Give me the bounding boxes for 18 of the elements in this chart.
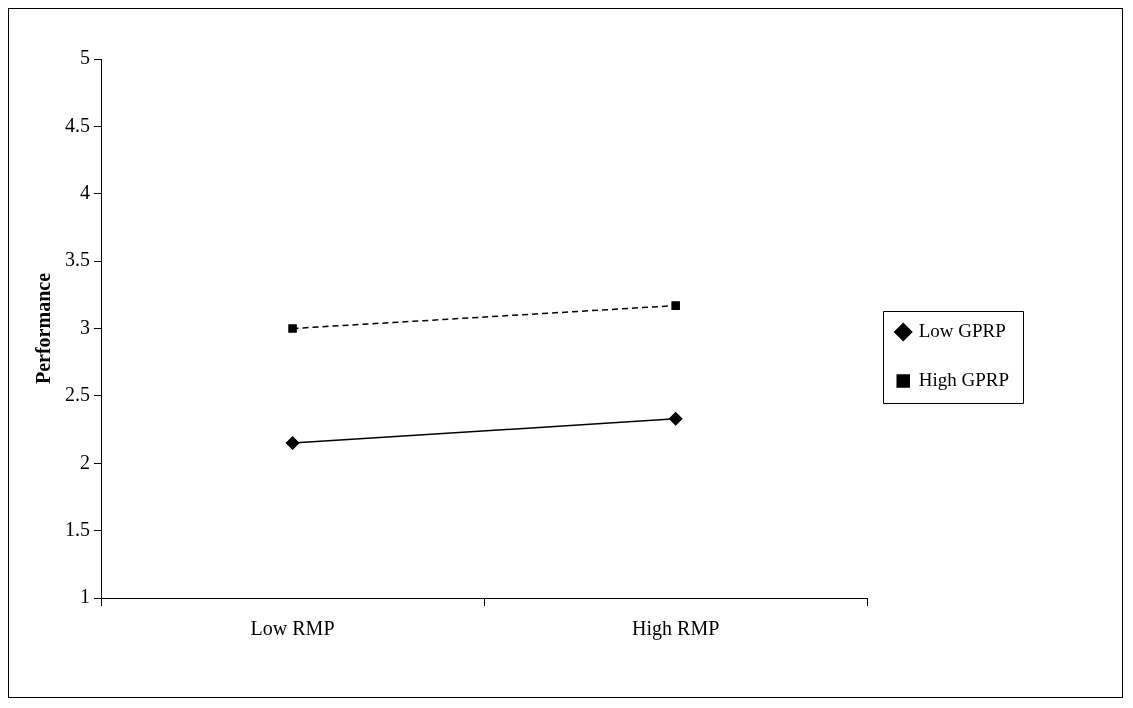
y-tick-label: 3.5 <box>65 248 90 271</box>
point <box>285 436 300 450</box>
point <box>671 301 680 310</box>
x-tick-label: Low RMP <box>250 617 335 640</box>
y-tick-label: 3 <box>80 315 90 338</box>
x-tick-label: High RMP <box>632 617 720 641</box>
legend-label: Low GPRP <box>918 319 1006 341</box>
y-tick-label: 2.5 <box>65 383 90 406</box>
point <box>668 412 683 426</box>
y-tick-label: 1 <box>80 585 90 608</box>
y-tick-label: 2 <box>80 450 90 473</box>
y-tick-label: 5 <box>80 46 90 69</box>
legend-label: High GPRP <box>918 368 1009 390</box>
y-axis-title: Performance <box>32 272 55 385</box>
y-tick-label: 1.5 <box>65 517 90 540</box>
y-tick-label: 4.5 <box>65 113 90 136</box>
point <box>288 324 297 333</box>
y-tick-label: 4 <box>80 181 90 203</box>
